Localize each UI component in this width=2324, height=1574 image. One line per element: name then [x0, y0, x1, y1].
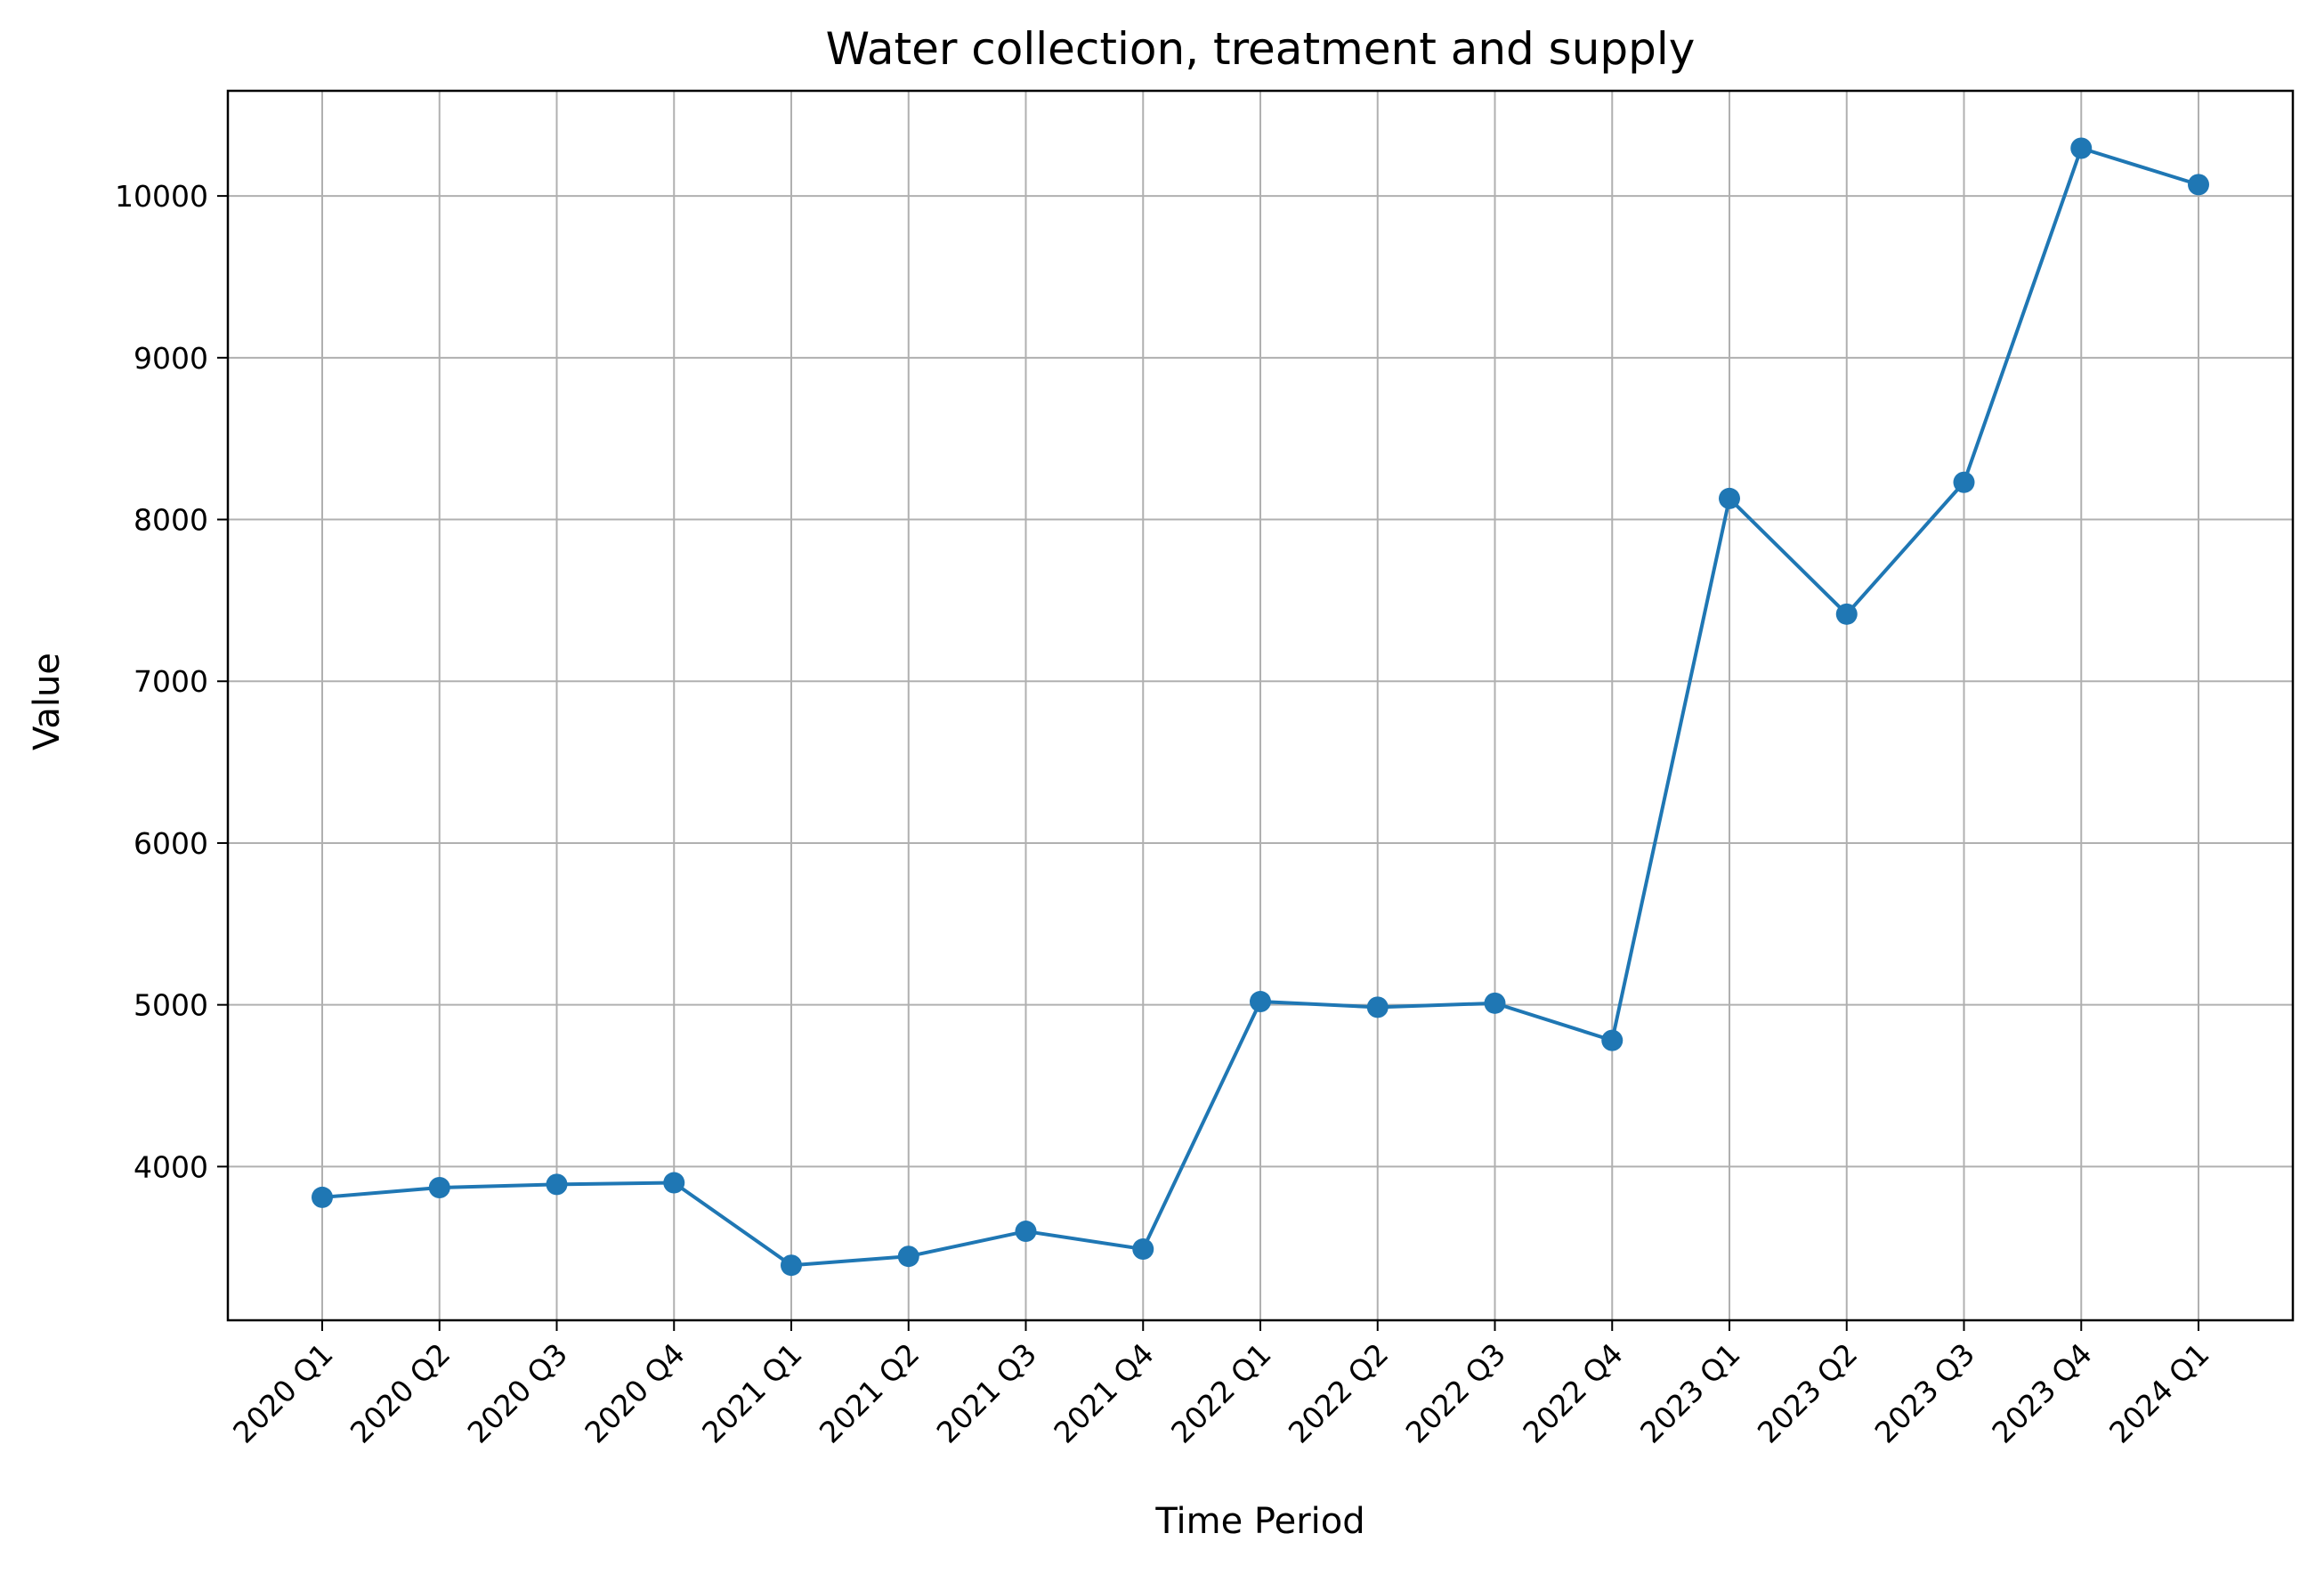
data-point: [1719, 487, 1740, 509]
y-tick-label: 5000: [134, 988, 208, 1023]
plot-frame: [226, 89, 2295, 1322]
data-point: [1015, 1221, 1037, 1243]
y-axis-label: Value: [27, 653, 68, 750]
y-tick-label: 10000: [115, 179, 208, 214]
data-point: [2070, 137, 2093, 159]
data-point: [1366, 996, 1389, 1018]
data-point: [2188, 174, 2209, 196]
data-point: [312, 1186, 333, 1208]
y-tick-label: 9000: [134, 341, 208, 376]
data-point: [546, 1173, 568, 1196]
y-tick-label: 8000: [134, 503, 208, 538]
y-tick-label: 4000: [134, 1149, 208, 1184]
chart-title: Water collection, treatment and supply: [826, 23, 1696, 75]
data-point: [1132, 1238, 1154, 1261]
data-point: [1953, 471, 1975, 493]
grid-lines: [228, 91, 2293, 1320]
data-point: [428, 1176, 450, 1198]
y-tick-label: 6000: [134, 826, 208, 861]
data-point: [1484, 992, 1506, 1014]
y-tick-label: 7000: [134, 664, 208, 699]
data-point: [663, 1172, 685, 1194]
data-point: [1835, 603, 1858, 625]
data-point: [897, 1245, 919, 1268]
axes: [217, 89, 2295, 1331]
x-axis-label: Time Period: [1154, 1501, 1364, 1542]
series-layer: [312, 137, 2209, 1277]
data-point: [1601, 1029, 1624, 1051]
data-point: [781, 1254, 802, 1277]
data-point: [1250, 991, 1271, 1013]
